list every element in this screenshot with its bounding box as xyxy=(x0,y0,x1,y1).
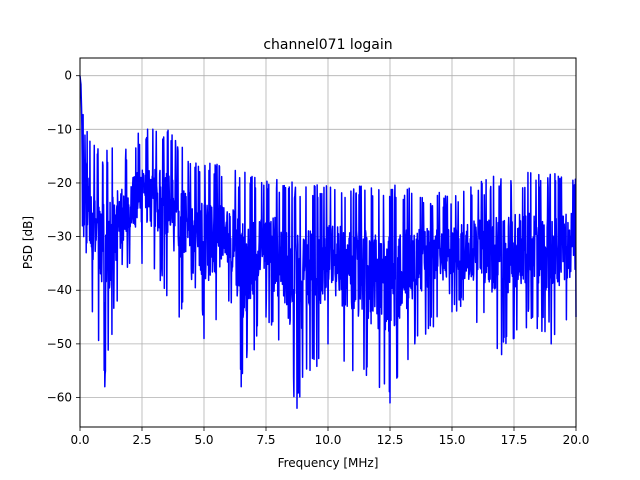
y-tick-label: −10 xyxy=(47,122,72,136)
x-tick-label: 5.0 xyxy=(194,433,213,447)
x-tick-label: 7.5 xyxy=(256,433,275,447)
y-tick-label: 0 xyxy=(64,69,72,83)
x-tick-label: 15.0 xyxy=(439,433,466,447)
y-axis-label: PSD [dB] xyxy=(21,216,35,269)
y-tick-label: −40 xyxy=(47,283,72,297)
y-axis: 0 −10 −20 −30 −40 −50 −60 xyxy=(47,69,80,405)
x-axis: 0.0 2.5 5.0 7.5 10.0 12.5 15.0 17.5 20.0 xyxy=(70,427,589,447)
y-tick-label: −30 xyxy=(47,230,72,244)
y-tick-label: −50 xyxy=(47,337,72,351)
series-group xyxy=(79,75,577,409)
x-tick-label: 12.5 xyxy=(377,433,404,447)
y-tick-label: −60 xyxy=(47,391,72,405)
psd-series-line xyxy=(79,75,577,409)
x-tick-label: 0.0 xyxy=(70,433,89,447)
x-tick-label: 10.0 xyxy=(315,433,342,447)
y-tick-label: −20 xyxy=(47,176,72,190)
x-axis-label: Frequency [MHz] xyxy=(278,456,379,470)
x-tick-label: 20.0 xyxy=(563,433,590,447)
x-tick-label: 17.5 xyxy=(501,433,528,447)
x-tick-label: 2.5 xyxy=(132,433,151,447)
chart-title: channel071 logain xyxy=(263,37,392,53)
